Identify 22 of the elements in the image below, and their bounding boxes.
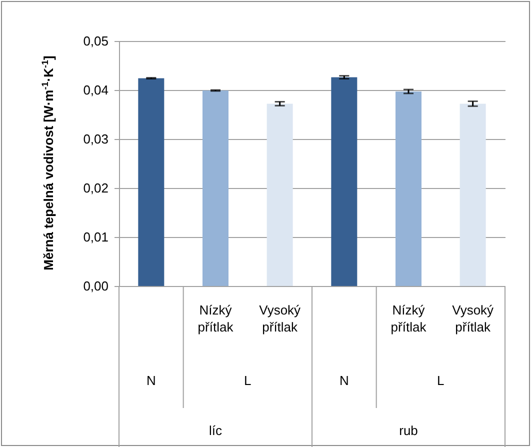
x-tick-label: Nízký přítlak <box>390 302 427 334</box>
y-tick-label: 0,04 <box>83 82 108 98</box>
text: rub <box>399 423 418 438</box>
x-tick-label: Vysoký přítlak <box>259 302 302 334</box>
y-tick-label: 0,00 <box>83 278 108 294</box>
bar <box>396 91 422 286</box>
x-tick-label: Vysoký přítlak <box>452 302 494 334</box>
text: líc <box>209 423 222 438</box>
bar <box>202 90 228 286</box>
y-tick-label: 0,01 <box>83 230 108 244</box>
text: N <box>146 373 156 388</box>
y-tick-label: 0,05 <box>83 34 108 48</box>
x-tick-label: Nízký přítlak <box>198 302 234 334</box>
bar <box>331 77 358 286</box>
bar <box>266 104 293 286</box>
bar <box>460 104 486 286</box>
bar <box>138 78 164 286</box>
text: L <box>244 373 252 388</box>
text: L <box>437 373 444 388</box>
text: N <box>339 373 349 388</box>
y-tick-label: 0,03 <box>83 132 108 146</box>
y-tick-label: 0,02 <box>83 180 108 196</box>
